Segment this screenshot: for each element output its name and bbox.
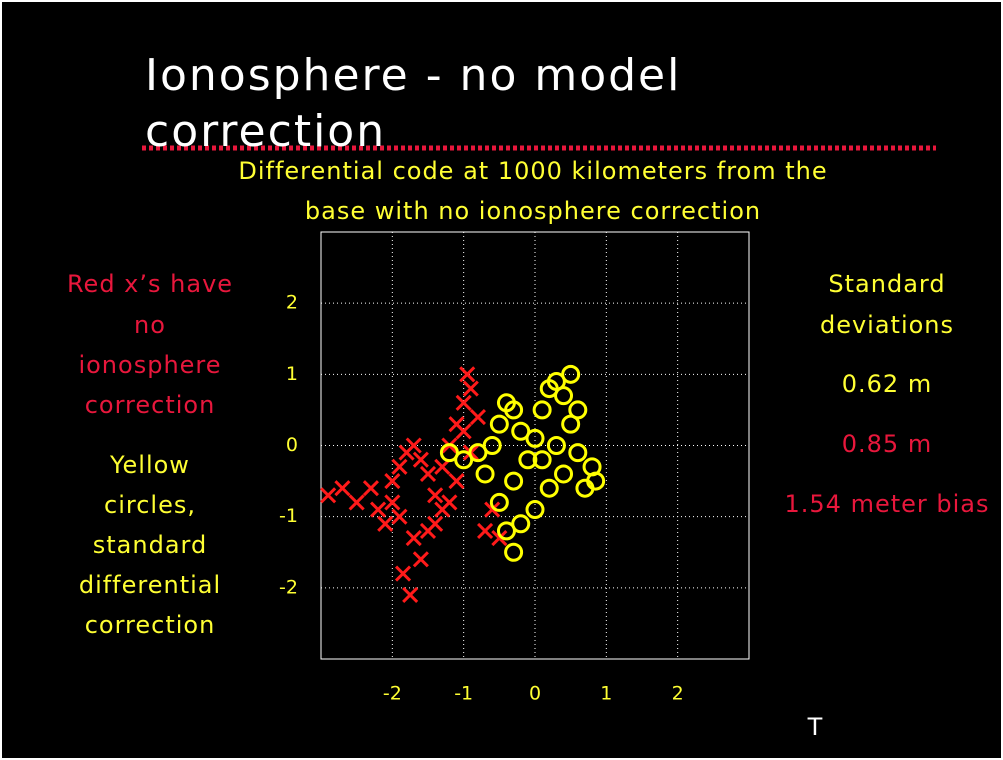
x-tick-label: 2 [672, 683, 684, 705]
point-circle [561, 364, 581, 384]
title-line: correction [145, 106, 386, 157]
point-circle [475, 464, 495, 484]
point-circle [546, 436, 566, 455]
left-note: no [134, 311, 166, 339]
point-circle [504, 471, 524, 491]
point-x [391, 508, 408, 525]
point-x [412, 551, 429, 568]
point-circle [532, 400, 552, 420]
point-x [377, 515, 394, 532]
point-circle [482, 436, 502, 455]
point-x [462, 380, 479, 397]
right-note: 0.62 m [842, 370, 932, 398]
point-x [484, 501, 501, 518]
point-circle [539, 478, 559, 498]
x-tick-label: 1 [600, 683, 612, 705]
left-note: differential [79, 571, 221, 599]
point-x [427, 515, 444, 532]
point-x [491, 529, 508, 547]
right-note: deviations [820, 311, 954, 339]
point-x [469, 408, 486, 426]
x-tick-label: -2 [383, 683, 402, 705]
left-note: Yellow [109, 451, 190, 479]
point-x [405, 529, 422, 547]
y-tick-label: 0 [286, 434, 298, 456]
point-x [334, 480, 351, 497]
point-x [362, 480, 379, 497]
title-line: Ionosphere - no model [145, 50, 681, 101]
y-tick-label: 1 [286, 363, 298, 385]
y-tick-label: -2 [279, 576, 298, 598]
point-circle [504, 400, 524, 420]
point-x [427, 487, 444, 504]
point-circle [489, 492, 509, 512]
point-x [394, 565, 412, 582]
x-tick-label: -1 [454, 683, 473, 705]
point-x [348, 494, 365, 511]
point-x [391, 458, 408, 475]
point-circle [518, 450, 538, 470]
left-note: Red x’s have [67, 270, 233, 298]
point-x [448, 473, 465, 490]
point-circle [532, 450, 552, 470]
x-tick-label: 0 [529, 683, 541, 705]
y-tick-label: 2 [286, 292, 298, 314]
left-note: ionosphere [78, 351, 221, 379]
point-circle [496, 521, 516, 541]
footer: T [807, 713, 823, 741]
point-circle [489, 414, 509, 434]
point-x [370, 501, 387, 518]
right-note: 0.85 m [842, 430, 932, 458]
point-x [412, 451, 429, 468]
point-x [455, 394, 472, 411]
point-x [434, 458, 451, 475]
point-x [477, 522, 494, 539]
point-circle [568, 400, 588, 420]
point-x [405, 437, 422, 454]
left-note: standard [93, 531, 207, 559]
point-x [419, 465, 437, 483]
right-note: Standard [828, 270, 945, 298]
point-circle [575, 478, 595, 498]
point-x [384, 473, 401, 490]
point-x [320, 487, 337, 504]
point-circle [554, 386, 574, 406]
point-x [455, 423, 472, 440]
left-note: correction [85, 391, 216, 419]
subtitle-line: base with no ionosphere correction [305, 197, 761, 225]
point-circle [568, 443, 588, 463]
point-circle [554, 464, 574, 484]
point-circle [525, 428, 545, 448]
point-x [402, 586, 419, 604]
left-note: correction [85, 611, 216, 639]
right-note: 1.54 meter bias [785, 490, 990, 518]
point-circle [525, 500, 545, 520]
y-tick-label: -1 [279, 505, 298, 527]
subtitle-line: Differential code at 1000 kilometers fro… [238, 157, 827, 185]
point-circle [504, 542, 524, 562]
left-note: circles, [104, 491, 196, 519]
point-x [459, 366, 476, 383]
point-x [441, 494, 458, 511]
point-x [384, 494, 401, 511]
